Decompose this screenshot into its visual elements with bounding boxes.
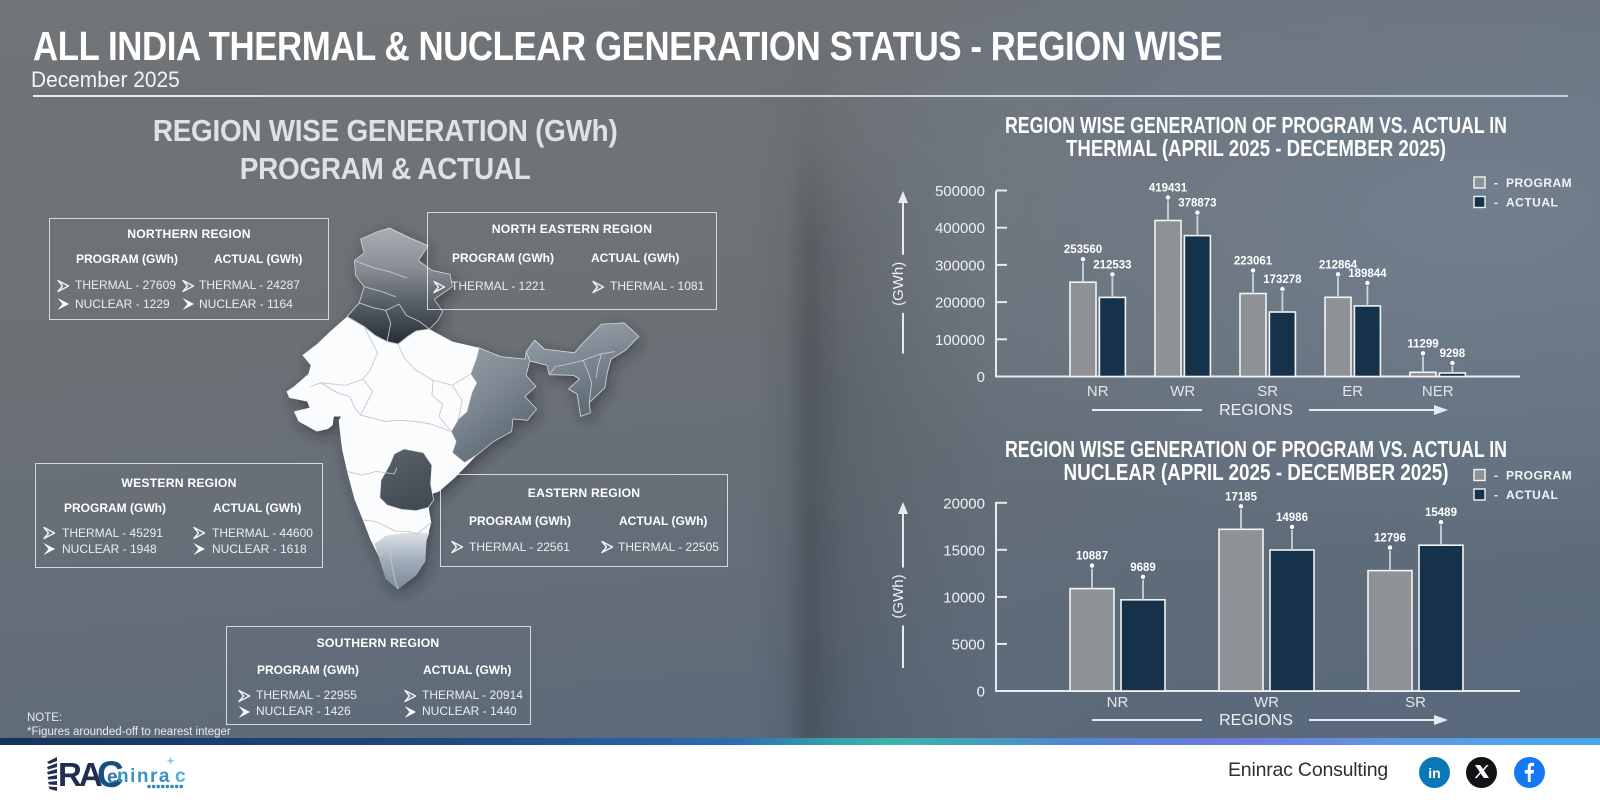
svg-text:c: c xyxy=(175,766,186,787)
svg-text:SR: SR xyxy=(1405,694,1426,711)
svg-text:ACTUAL: ACTUAL xyxy=(1506,196,1558,210)
svg-text:REGIONS: REGIONS xyxy=(1219,402,1293,419)
svg-text:15000: 15000 xyxy=(943,542,985,559)
svg-text:10887: 10887 xyxy=(1076,551,1108,563)
svg-text:378873: 378873 xyxy=(1178,198,1216,210)
svg-text:(GWh): (GWh) xyxy=(890,574,907,618)
svg-text:212864: 212864 xyxy=(1319,259,1358,271)
svg-text:NER: NER xyxy=(1422,383,1454,400)
svg-text:+: + xyxy=(167,754,174,768)
svg-text:300000: 300000 xyxy=(935,257,985,274)
svg-text:11299: 11299 xyxy=(1407,338,1438,350)
svg-text:189844: 189844 xyxy=(1348,268,1387,280)
svg-text:20000: 20000 xyxy=(943,495,985,512)
svg-text:RA: RA xyxy=(58,756,102,793)
svg-text:223061: 223061 xyxy=(1234,256,1273,268)
svg-text:-: - xyxy=(1494,469,1499,483)
svg-text:100000: 100000 xyxy=(935,332,985,349)
svg-text:173278: 173278 xyxy=(1263,274,1302,286)
svg-text:in: in xyxy=(1428,765,1440,781)
svg-text:-: - xyxy=(1494,488,1499,502)
svg-text:0: 0 xyxy=(977,369,985,386)
svg-text:0: 0 xyxy=(977,684,985,701)
svg-text:200000: 200000 xyxy=(935,295,985,312)
svg-text:ER: ER xyxy=(1342,383,1363,400)
svg-text:THERMAL (APRIL 2025 - DECEMBER: THERMAL (APRIL 2025 - DECEMBER 2025) xyxy=(1066,135,1446,161)
svg-text:REGIONS: REGIONS xyxy=(1219,712,1293,729)
svg-text:PROGRAM: PROGRAM xyxy=(1506,469,1572,483)
svg-text:WR: WR xyxy=(1170,383,1195,400)
svg-text:REGION WISE GENERATION OF PROG: REGION WISE GENERATION OF PROGRAM VS. AC… xyxy=(1005,436,1507,462)
svg-text:15489: 15489 xyxy=(1425,507,1457,519)
svg-text:14986: 14986 xyxy=(1276,512,1308,524)
svg-text:(GWh): (GWh) xyxy=(890,262,907,306)
svg-text:12796: 12796 xyxy=(1374,533,1406,545)
svg-text:ninra: ninra xyxy=(117,766,171,787)
svg-text:PROGRAM: PROGRAM xyxy=(1506,176,1572,190)
svg-text:9689: 9689 xyxy=(1130,562,1156,574)
svg-text:NR: NR xyxy=(1087,383,1109,400)
svg-text:212533: 212533 xyxy=(1093,259,1131,271)
svg-text:NUCLEAR (APRIL 2025 - DECEMBER: NUCLEAR (APRIL 2025 - DECEMBER 2025) xyxy=(1064,459,1449,485)
svg-text:10000: 10000 xyxy=(943,589,985,606)
svg-text:5000: 5000 xyxy=(952,636,985,653)
svg-text:ACTUAL: ACTUAL xyxy=(1506,488,1558,502)
svg-text:400000: 400000 xyxy=(935,220,985,237)
svg-text:253560: 253560 xyxy=(1064,244,1102,256)
svg-text:NR: NR xyxy=(1107,694,1129,711)
svg-text:REGION WISE GENERATION OF PROG: REGION WISE GENERATION OF PROGRAM VS. AC… xyxy=(1005,112,1507,138)
svg-text:17185: 17185 xyxy=(1225,491,1258,503)
svg-text:WR: WR xyxy=(1254,694,1279,711)
svg-text:500000: 500000 xyxy=(935,183,985,200)
svg-text:e: e xyxy=(107,767,118,788)
svg-text:C: C xyxy=(97,754,124,795)
svg-text:9298: 9298 xyxy=(1440,348,1466,360)
svg-text:419431: 419431 xyxy=(1149,183,1188,195)
svg-text:-: - xyxy=(1494,196,1499,210)
svg-text:-: - xyxy=(1494,176,1499,190)
svg-text:SR: SR xyxy=(1257,383,1278,400)
